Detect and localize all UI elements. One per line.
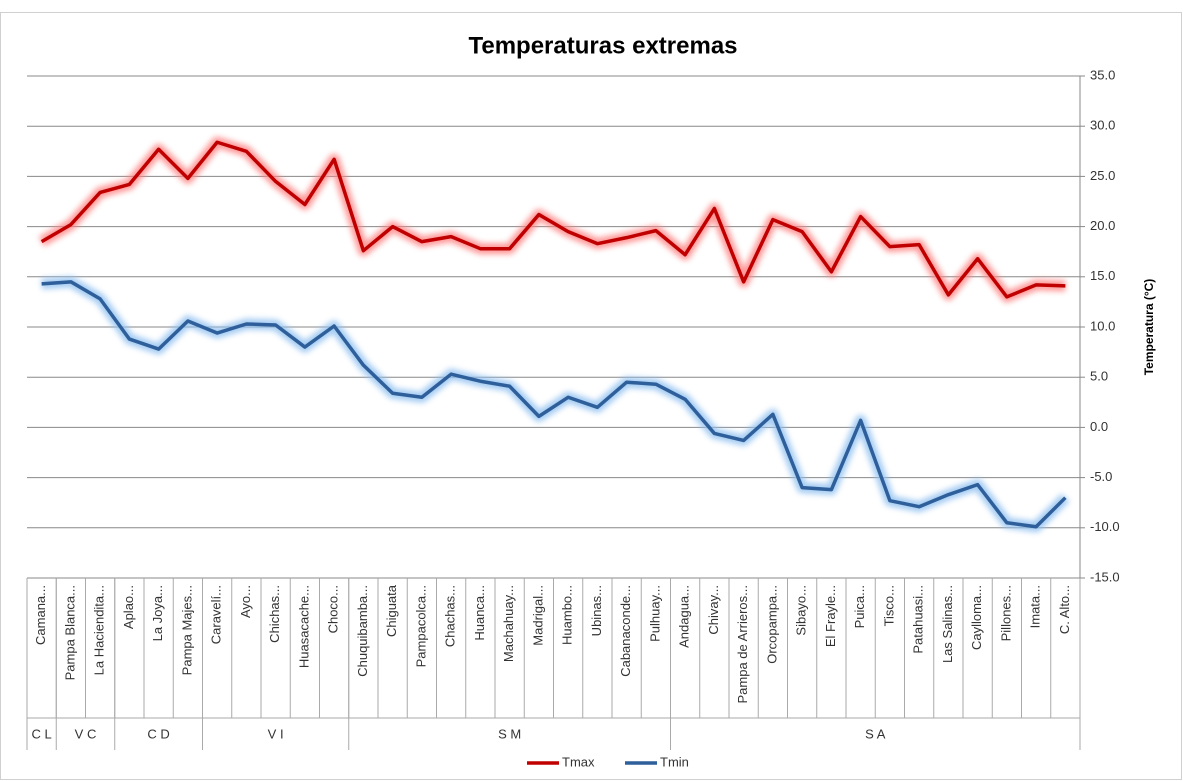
x-tick-label: Pampa de Arrieros... [735,585,750,704]
chart-title: Temperaturas extremas [468,32,737,59]
y-tick-label: 15.0 [1090,268,1115,283]
series-line [41,280,1067,529]
y-tick-label: -5.0 [1090,469,1112,484]
x-tick-label: Orcopampa... [764,585,779,664]
x-tick-label: Chiguata [384,584,399,637]
x-tick-label: Ubinas... [589,585,604,636]
x-tick-label: La Joya... [150,585,165,641]
x-tick-label: Huambo... [560,585,575,645]
y-tick-label: 10.0 [1090,318,1115,333]
x-tick-label: Sibayo... [794,585,809,636]
x-tick-label: Las Salinas... [940,585,955,663]
y-axis-title: Temperatura (°C) [1142,279,1156,376]
y-tick-label: 20.0 [1090,218,1115,233]
x-tick-label: Aplao... [121,585,136,629]
x-tick-label: Caravelí... [209,585,224,644]
x-tick-label: Choco... [326,585,341,633]
x-tick-label: Pillones... [998,585,1013,641]
x-tick-label: Pampa Majes... [179,585,194,675]
y-tick-label: 5.0 [1090,369,1108,384]
y-tick-label: 35.0 [1090,67,1115,82]
x-tick-label: Imata... [1028,585,1043,628]
y-tick-label: 0.0 [1090,419,1108,434]
x-tick-label: Chivay... [706,585,721,635]
x-tick-label: Huasacache... [296,585,311,668]
x-tick-label: Caylloma... [969,585,984,650]
x-tick-label: Machahuay... [501,585,516,662]
y-tick-label: -10.0 [1090,519,1120,534]
x-tick-label: C. Alto... [1057,585,1072,634]
x-tick-label: Pampacolca... [413,585,428,667]
series-line [40,140,1066,299]
group-label: S A [865,726,886,741]
x-tick-label: Cabanaconde... [618,585,633,677]
x-tick-label: Huanca... [472,585,487,641]
x-tick-label: Andagua... [677,585,692,648]
x-tick-label: Camana... [33,585,48,645]
x-tick-label: Chachas... [443,585,458,647]
chart-frame [0,12,1182,780]
group-label: S M [498,726,521,741]
legend-label: Tmin [660,754,689,769]
x-tick-label: Tisco... [881,585,896,626]
x-tick-label: El Frayle... [823,585,838,647]
y-tick-label: -15.0 [1090,569,1120,584]
group-label: V I [268,726,284,741]
group-label: C L [32,726,52,741]
x-tick-label: La Haciendita... [92,585,107,675]
x-tick-label: Chichas... [267,585,282,643]
x-tick-label: Pulhuay... [647,585,662,642]
y-tick-label: 30.0 [1090,118,1115,133]
x-tick-label: Patahuasi... [911,585,926,654]
x-tick-label: Madrigal... [530,585,545,646]
group-label: C D [147,726,169,741]
x-tick-label: Puica... [852,585,867,628]
legend-label: Tmax [562,754,595,769]
group-label: V C [75,726,97,741]
x-tick-label: Ayo... [238,585,253,618]
x-tick-label: Chuquibamba... [355,585,370,677]
x-tick-label: Pampa Blanca... [62,585,77,680]
y-tick-label: 25.0 [1090,168,1115,183]
